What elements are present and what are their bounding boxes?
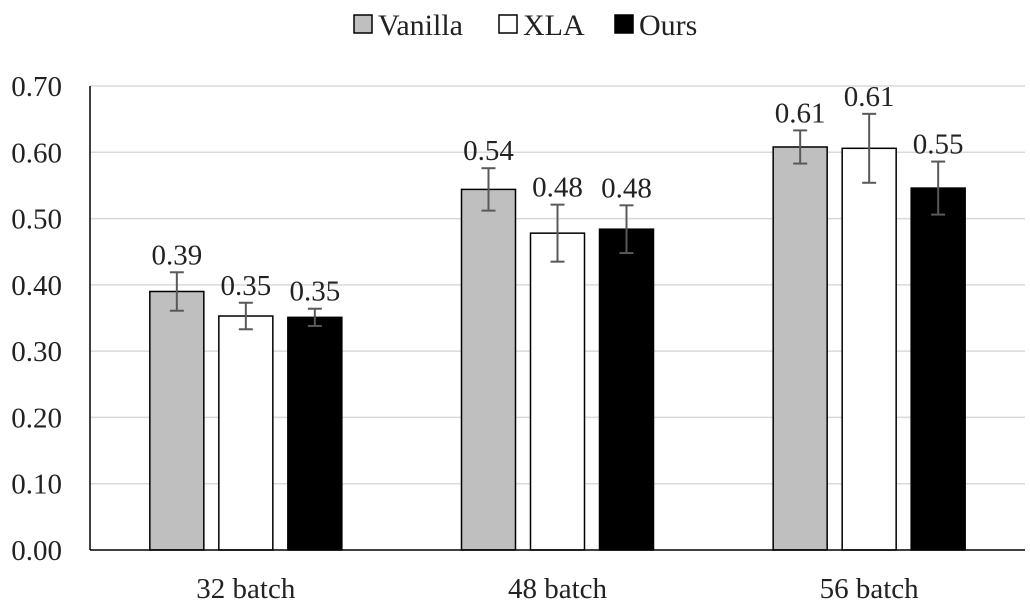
y-tick-label: 0.10: [11, 469, 62, 501]
data-label: 0.35: [289, 276, 340, 308]
data-labels: 0.39 0.35 0.35 0.54 0.48 0.48 0.61 0.61 0.55: [151, 81, 963, 308]
legend-label-xla: XLA: [523, 9, 585, 42]
y-tick-label: 0.30: [11, 336, 62, 368]
bar-ours-1: [287, 316, 343, 551]
legend-label-ours: Ours: [639, 9, 697, 42]
bar-vanilla-3: [772, 146, 828, 551]
data-label: 0.54: [463, 135, 514, 167]
bar-vanilla-1: [149, 290, 205, 551]
category-label: 48 batch: [508, 573, 608, 605]
legend-label-vanilla: Vanilla: [378, 9, 463, 42]
bars: [149, 146, 966, 551]
y-axis-tick-labels: 0.00 0.10 0.20 0.30 0.40 0.50 0.60 0.70: [11, 71, 62, 567]
data-label: 0.61: [775, 97, 826, 129]
data-label: 0.48: [601, 172, 652, 204]
bar-xla-3: [841, 147, 897, 551]
bar-xla-2: [529, 232, 586, 551]
y-tick-label: 0.00: [11, 535, 62, 567]
data-label: 0.55: [913, 129, 964, 161]
bar-ours-3: [910, 187, 966, 551]
legend-swatch-xla: [498, 14, 518, 34]
data-label: 0.48: [532, 172, 583, 204]
legend-swatch-vanilla: [353, 14, 373, 34]
bar-ours-2: [598, 228, 655, 551]
category-label: 56 batch: [820, 573, 920, 605]
y-tick-label: 0.70: [11, 71, 62, 103]
error-bars: [169, 112, 946, 331]
data-label: 0.35: [220, 270, 271, 302]
bar-xla-1: [218, 315, 274, 551]
axes: [89, 86, 1025, 551]
category-label: 32 batch: [196, 573, 296, 605]
y-tick-label: 0.40: [11, 270, 62, 302]
legend: Vanilla XLA Ours: [353, 9, 697, 42]
bar-vanilla-2: [460, 188, 517, 551]
legend-swatch-ours: [614, 14, 634, 34]
x-axis-category-labels: 32 batch 48 batch 56 batch: [196, 573, 919, 605]
y-tick-label: 0.60: [11, 137, 62, 169]
y-tick-label: 0.50: [11, 204, 62, 236]
y-tick-label: 0.20: [11, 402, 62, 434]
data-label: 0.39: [151, 239, 202, 271]
data-label: 0.61: [844, 81, 895, 113]
